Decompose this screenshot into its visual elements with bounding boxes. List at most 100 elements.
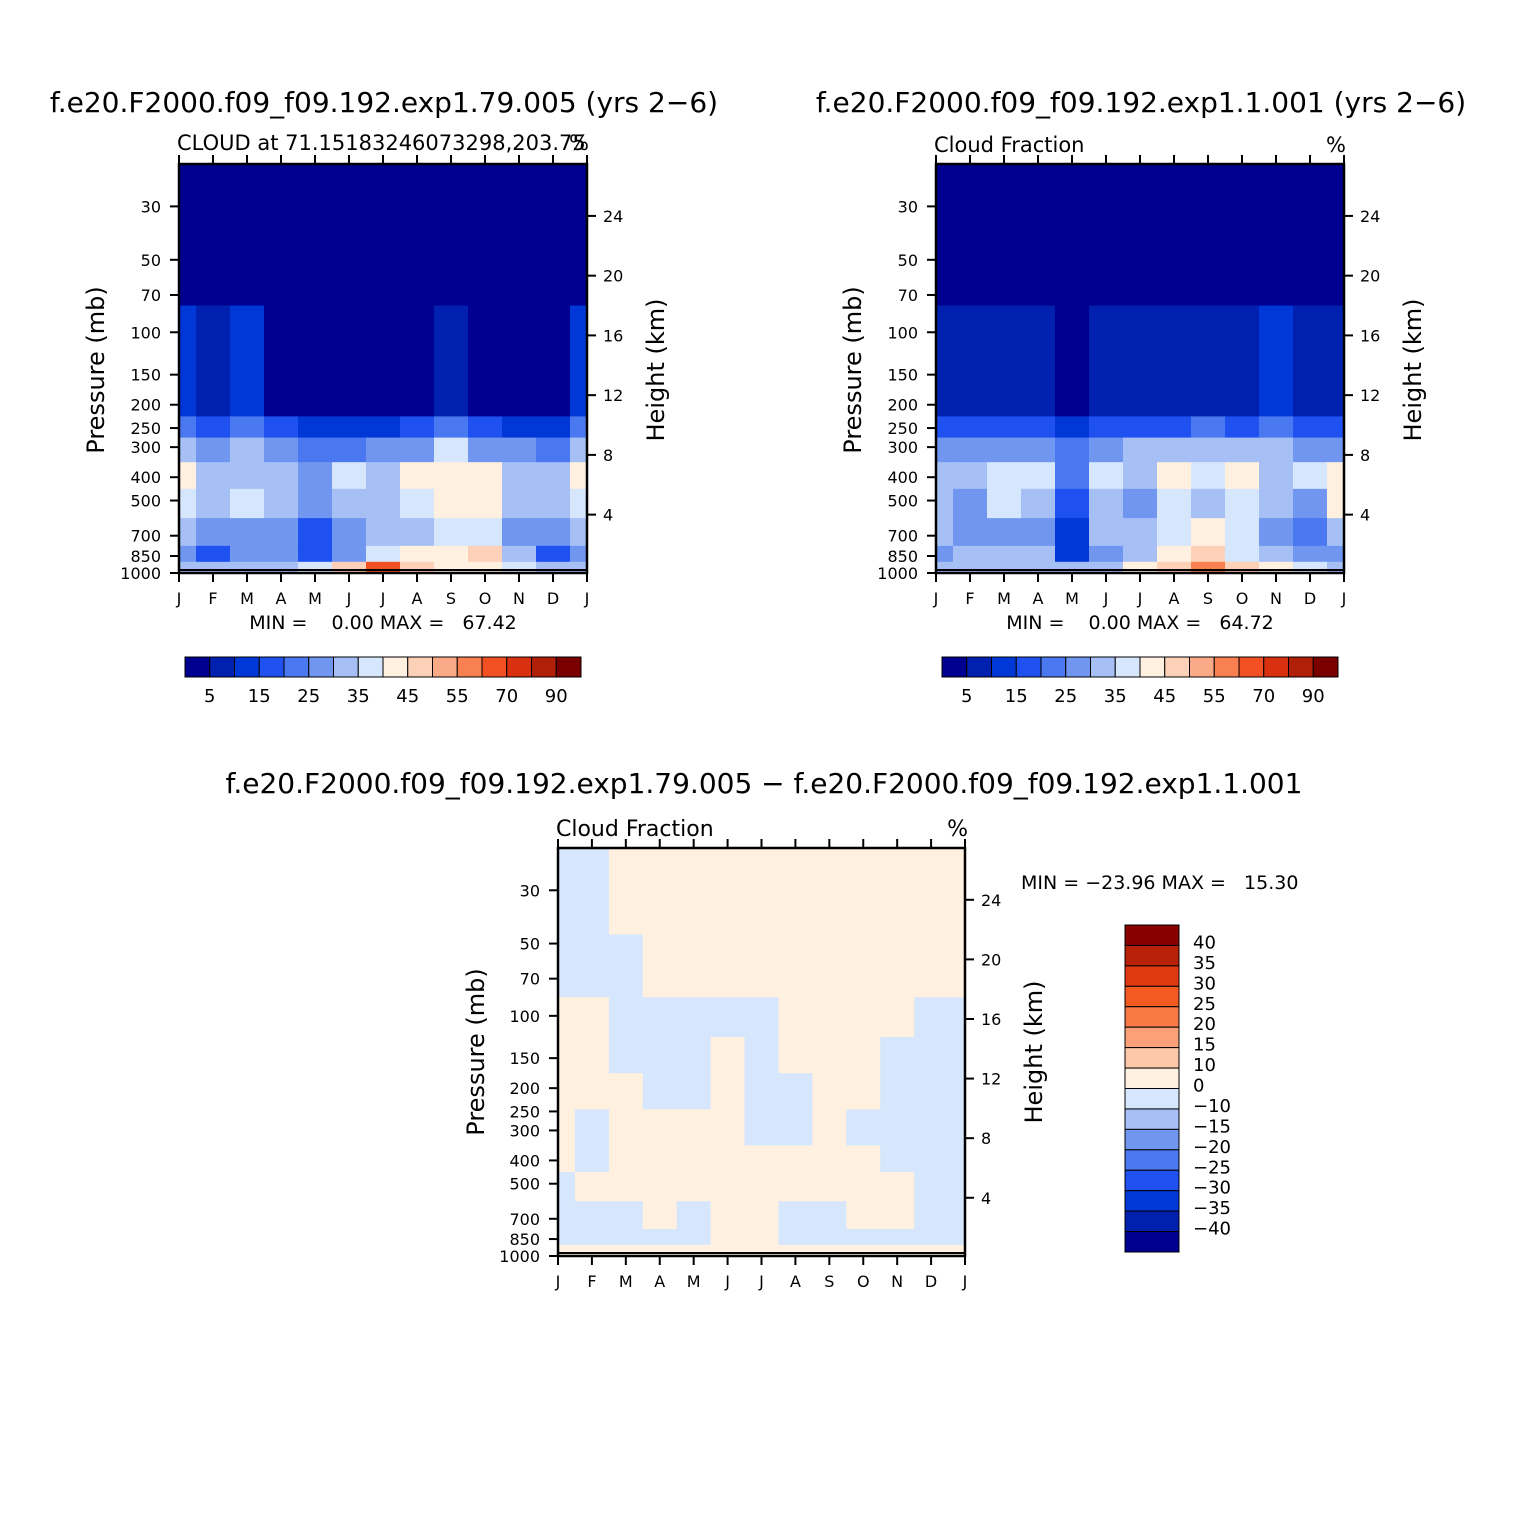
panel3-cell bbox=[574, 1172, 610, 1202]
panel2-cell bbox=[1293, 305, 1328, 417]
panel2-cell bbox=[1225, 488, 1260, 519]
panel2-colorbar-swatch bbox=[991, 656, 1017, 678]
panel1-colorbar-swatch bbox=[481, 656, 508, 678]
panel3-cell bbox=[642, 1228, 678, 1246]
panel3-cell bbox=[558, 1228, 576, 1246]
panel1-cell bbox=[536, 416, 571, 439]
panel3-cell bbox=[574, 997, 610, 1038]
panel3-cell bbox=[778, 1201, 813, 1230]
panel3-cell bbox=[710, 934, 746, 998]
panel1-cell bbox=[230, 164, 265, 307]
panel3-cell bbox=[812, 848, 847, 936]
panel3-cell bbox=[846, 1109, 881, 1147]
panel3-cell bbox=[710, 1073, 746, 1110]
panel3-height-tick-label: 20 bbox=[981, 950, 1001, 969]
panel1-month-label: F bbox=[208, 589, 217, 608]
panel3-cell bbox=[642, 1036, 678, 1074]
panel1-colorbar-swatch bbox=[184, 656, 211, 678]
panel3-cell bbox=[744, 1036, 780, 1074]
panel1-cell bbox=[400, 416, 435, 439]
panel3-cell bbox=[914, 934, 949, 998]
panel2-cell bbox=[1293, 164, 1328, 307]
panel2-month-label: M bbox=[997, 589, 1011, 608]
panel2-colorbar-label: 35 bbox=[1104, 686, 1127, 707]
panel1-cell bbox=[468, 416, 503, 439]
panel1-pressure-tick-label: 250 bbox=[130, 419, 161, 438]
panel2-height-tick-label: 20 bbox=[1360, 267, 1380, 286]
panel2-cell bbox=[987, 437, 1022, 463]
panel3-cell bbox=[642, 997, 678, 1038]
panel3-cell bbox=[812, 1228, 847, 1246]
panel2-cell bbox=[1327, 416, 1344, 439]
panel3-cell bbox=[880, 1172, 915, 1202]
panel1-cell bbox=[332, 561, 367, 573]
panel1-cell bbox=[434, 488, 469, 519]
panel1-cell bbox=[196, 561, 231, 573]
panel2-cell bbox=[1123, 164, 1158, 307]
panel3-pressure-tick-label: 1000 bbox=[499, 1247, 540, 1266]
panel3-cell bbox=[744, 1109, 780, 1147]
panel3-colorbar-label: −30 bbox=[1193, 1178, 1231, 1199]
panel2-colorbar: 5 15 25 35 45 55 70 90 bbox=[941, 656, 1339, 707]
panel2-cell bbox=[1259, 462, 1294, 490]
panel3-colorbar-label: −40 bbox=[1193, 1219, 1231, 1240]
panel1-cell bbox=[298, 518, 333, 547]
panel1-pressure-tick-label: 100 bbox=[130, 323, 161, 342]
panel3-cell bbox=[846, 1244, 881, 1256]
panel3-colorbar-label: −25 bbox=[1193, 1157, 1231, 1178]
panel3-height-tick-label: 4 bbox=[981, 1189, 991, 1208]
panel2-cell bbox=[1259, 545, 1294, 563]
panel3-cell bbox=[608, 1036, 644, 1074]
panel3-cell bbox=[846, 1228, 881, 1246]
panel3-cell bbox=[710, 997, 746, 1038]
panel2-cell bbox=[1327, 488, 1344, 519]
panel3-cell bbox=[948, 1244, 965, 1256]
panel2-colorbar-label: 25 bbox=[1054, 686, 1077, 707]
panel3-cell bbox=[608, 1145, 644, 1173]
panel1-cell bbox=[264, 488, 299, 519]
panel2-cell bbox=[953, 416, 988, 439]
panel2-cell bbox=[1293, 462, 1328, 490]
panel3-cell bbox=[778, 997, 813, 1038]
panel3-cell bbox=[642, 1201, 678, 1230]
panel3-cell bbox=[778, 1036, 813, 1074]
panel3-month-label: A bbox=[654, 1272, 665, 1291]
panel2-height-tick-label: 4 bbox=[1360, 506, 1370, 525]
panel1-colorbar-swatch bbox=[283, 656, 310, 678]
panel1-minmax: MIN = 0.00 MAX = 67.42 bbox=[249, 612, 517, 634]
panel3-month-label: A bbox=[790, 1272, 801, 1291]
panel3-cell bbox=[744, 1145, 780, 1173]
panel3-cell bbox=[914, 1244, 949, 1256]
panel1-left-label: CLOUD at 71.15183246073298,203.75 bbox=[177, 131, 586, 155]
panel3-cell bbox=[880, 1201, 915, 1230]
panel1-cell bbox=[264, 305, 299, 417]
panel3-ylabel-right: Height (km) bbox=[1020, 981, 1048, 1124]
panel3-cell bbox=[948, 934, 965, 998]
panel3-cell bbox=[558, 1201, 576, 1230]
panel3-cell bbox=[812, 997, 847, 1038]
panel1-cell bbox=[298, 545, 333, 563]
panel1-cell bbox=[179, 545, 197, 563]
panel1-ylabel: Pressure (mb) bbox=[82, 286, 110, 453]
panel3-cell bbox=[558, 1172, 576, 1202]
panel1-cell bbox=[400, 462, 435, 490]
panel3-cell bbox=[880, 1244, 915, 1256]
panel1-cell bbox=[570, 437, 587, 463]
panel2-cell bbox=[1191, 416, 1226, 439]
panel3-cell bbox=[778, 934, 813, 998]
panel2-colorbar-label: 45 bbox=[1153, 686, 1176, 707]
panel1-case-title: f.e20.F2000.f09_f09.192.exp1.79.005 (yrs… bbox=[50, 86, 718, 119]
panel1-cell bbox=[264, 437, 299, 463]
panel1-month-label: N bbox=[513, 589, 525, 608]
panel3-cell bbox=[558, 1073, 576, 1110]
panel3-cell bbox=[676, 1201, 712, 1230]
panel3-cell bbox=[846, 1145, 881, 1173]
panel3-cell bbox=[744, 1228, 780, 1246]
panel2-cell bbox=[1123, 488, 1158, 519]
panel2-cell bbox=[1055, 462, 1090, 490]
panel3-cell bbox=[710, 848, 746, 936]
panel3-colorbar-label: −15 bbox=[1193, 1116, 1231, 1137]
panel1-cell bbox=[536, 545, 571, 563]
panel2-colorbar-label: 70 bbox=[1252, 686, 1275, 707]
